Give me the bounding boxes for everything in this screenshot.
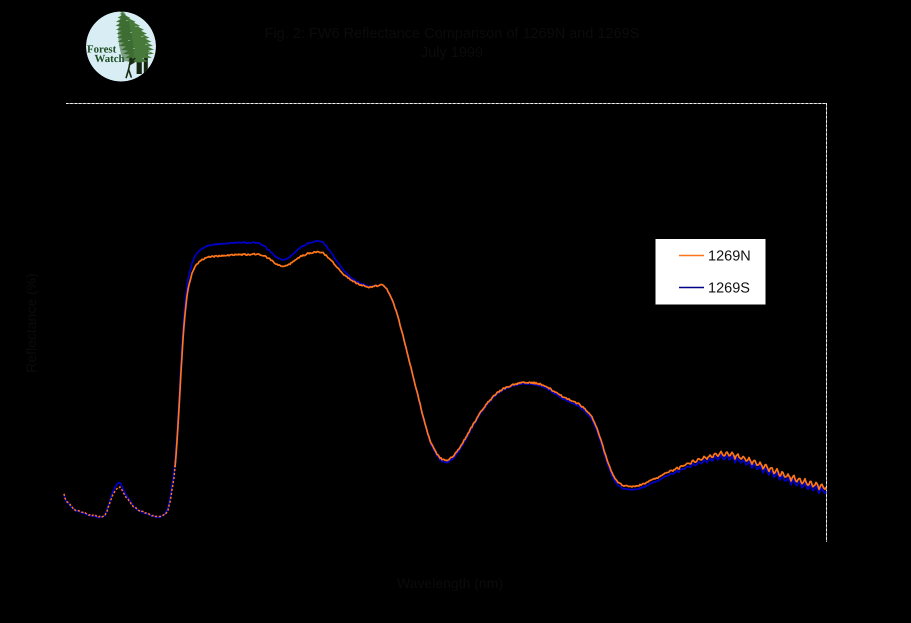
svg-text:1269N: 1269N [708, 249, 751, 265]
svg-text:1269S: 1269S [708, 281, 750, 297]
svg-text:Watch: Watch [95, 53, 125, 65]
svg-text:Forest: Forest [87, 44, 117, 56]
